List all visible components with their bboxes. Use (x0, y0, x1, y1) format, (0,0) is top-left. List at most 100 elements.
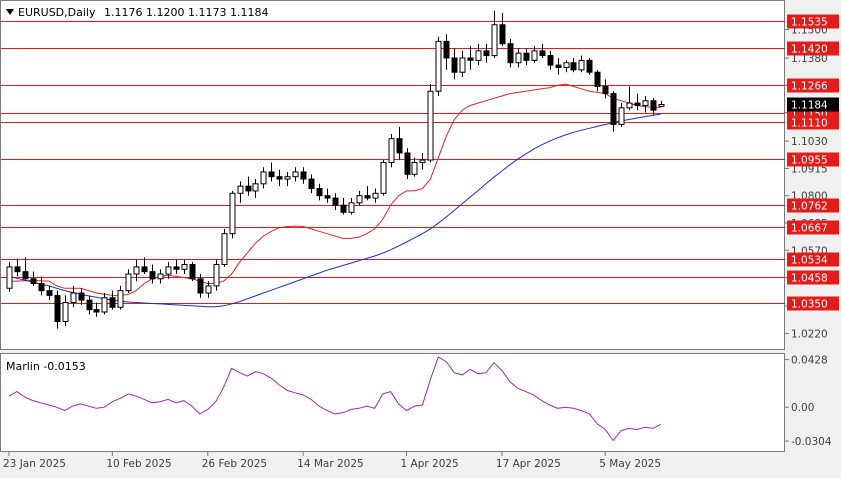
candle[interactable] (459, 50, 466, 77)
candle[interactable] (292, 167, 299, 182)
candle[interactable] (650, 98, 657, 115)
candle[interactable] (388, 133, 395, 168)
candle[interactable] (539, 43, 546, 58)
candle-body (6, 266, 13, 289)
candle[interactable] (157, 269, 164, 284)
level-label-box (787, 41, 839, 56)
collapse-triangle-icon[interactable] (6, 9, 14, 15)
candle[interactable] (252, 179, 259, 199)
candle[interactable] (149, 264, 156, 284)
candle[interactable] (181, 259, 188, 275)
candle[interactable] (245, 176, 252, 196)
candle[interactable] (578, 55, 585, 73)
candle[interactable] (642, 95, 649, 113)
candle[interactable] (563, 60, 570, 73)
candle[interactable] (555, 57, 562, 75)
candle[interactable] (404, 148, 411, 180)
candle[interactable] (221, 228, 228, 267)
candle[interactable] (197, 274, 204, 298)
candle[interactable] (14, 258, 21, 277)
candle[interactable] (38, 276, 45, 296)
candle[interactable] (499, 12, 506, 47)
candle[interactable] (284, 171, 291, 187)
price-panel[interactable] (0, 0, 785, 350)
candle[interactable] (260, 167, 267, 189)
candle[interactable] (658, 100, 665, 108)
time-tick-label: 1 Apr 2025 (401, 458, 459, 470)
candle[interactable] (364, 186, 371, 201)
candle[interactable] (475, 43, 482, 66)
candle[interactable] (22, 257, 29, 282)
candle[interactable] (70, 285, 77, 308)
candle[interactable] (93, 302, 100, 317)
level-label: 1.0955 (791, 155, 828, 167)
candle[interactable] (229, 190, 236, 239)
candle[interactable] (610, 91, 617, 132)
candle[interactable] (491, 10, 498, 58)
candle[interactable] (30, 271, 37, 286)
candle[interactable] (133, 259, 140, 282)
ohlc-label: 1.1176 1.1200 1.1173 1.1184 (104, 6, 268, 19)
candle[interactable] (141, 257, 148, 275)
candle[interactable] (618, 103, 625, 127)
candle[interactable] (109, 290, 116, 310)
candle[interactable] (173, 259, 180, 275)
candle[interactable] (380, 160, 387, 196)
candle[interactable] (125, 269, 132, 294)
candle[interactable] (316, 183, 323, 201)
candle[interactable] (483, 43, 490, 63)
candle[interactable] (531, 46, 538, 63)
candle[interactable] (117, 285, 124, 310)
candle[interactable] (626, 86, 633, 111)
candle[interactable] (570, 57, 577, 73)
candle[interactable] (237, 181, 244, 203)
candle-body (237, 185, 244, 194)
candle[interactable] (78, 288, 85, 305)
candle[interactable] (372, 188, 379, 203)
candle[interactable] (6, 262, 13, 292)
candle[interactable] (308, 174, 315, 194)
candle[interactable] (602, 79, 609, 99)
candle[interactable] (523, 48, 530, 66)
candle[interactable] (411, 157, 418, 177)
price-tick-label: 1.0220 (791, 328, 828, 340)
candle[interactable] (268, 162, 275, 182)
candle[interactable] (54, 290, 61, 329)
candle[interactable] (332, 193, 339, 210)
candle[interactable] (189, 262, 196, 282)
candle[interactable] (427, 84, 434, 163)
candle[interactable] (62, 295, 69, 327)
candle[interactable] (467, 46, 474, 70)
candle[interactable] (276, 169, 283, 187)
candle[interactable] (547, 50, 554, 70)
candle[interactable] (419, 152, 426, 170)
candle[interactable] (46, 285, 53, 301)
candle[interactable] (515, 48, 522, 68)
candle[interactable] (634, 93, 641, 111)
candle[interactable] (205, 281, 212, 298)
candle[interactable] (507, 38, 514, 68)
marlin-line (8, 356, 662, 442)
candle[interactable] (324, 188, 331, 203)
candle[interactable] (443, 34, 450, 70)
candle[interactable] (213, 259, 220, 291)
candle[interactable] (396, 126, 403, 161)
candle-body (117, 290, 124, 308)
level-label: 1.0762 (791, 201, 828, 213)
candle[interactable] (435, 36, 442, 96)
candle[interactable] (594, 69, 601, 92)
candle[interactable] (586, 57, 593, 75)
candle[interactable] (300, 167, 307, 184)
candle-body (221, 233, 228, 266)
candle[interactable] (340, 198, 347, 215)
level-label-box (787, 152, 839, 167)
candle-body (427, 90, 434, 161)
candle[interactable] (165, 262, 172, 279)
candle[interactable] (86, 295, 93, 315)
candle[interactable] (101, 293, 108, 315)
indicator-panel[interactable] (0, 353, 785, 452)
candle[interactable] (451, 48, 458, 80)
candle-body (38, 283, 45, 292)
candle[interactable] (356, 190, 363, 206)
candle[interactable] (348, 198, 355, 215)
